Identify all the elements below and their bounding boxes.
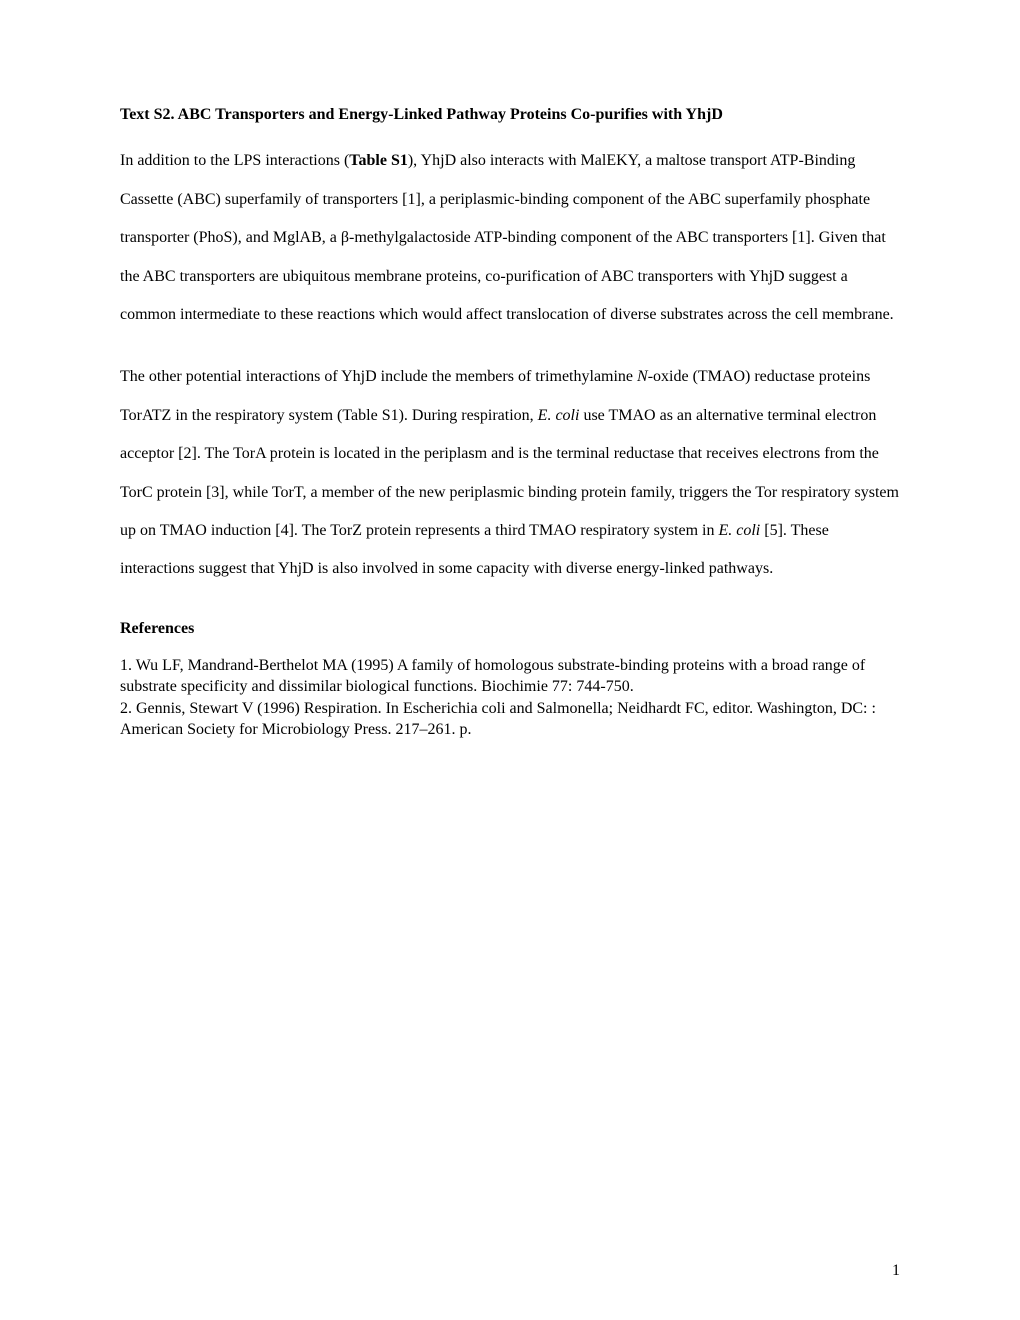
reference-item: 2. Gennis, Stewart V (1996) Respiration.… (120, 698, 900, 741)
page: Text S2. ABC Transporters and Energy-Lin… (0, 0, 1020, 1320)
p2-seg3: use TMAO as an alternative terminal elec… (120, 407, 899, 539)
references-list: 1. Wu LF, Mandrand-Berthelot MA (1995) A… (120, 655, 900, 741)
paragraph-1: In addition to the LPS interactions (Tab… (120, 142, 900, 334)
p2-ital3: E. coli (718, 522, 760, 539)
title-text-last: YhjD (686, 106, 723, 123)
title-text-prefix: Text S2. ABC Transporters and Energy-Lin… (120, 106, 686, 123)
paragraph-2: The other potential interactions of YhjD… (120, 358, 900, 588)
p1-seg1: In addition to the LPS interactions ( (120, 152, 349, 169)
page-number: 1 (892, 1262, 900, 1280)
p1-seg2: ), YhjD also interacts with MalEKY, a ma… (120, 152, 894, 323)
p2-ital2: E. coli (538, 407, 580, 424)
p2-seg1: The other potential interactions of YhjD… (120, 368, 637, 385)
supplementary-title: Text S2. ABC Transporters and Energy-Lin… (120, 96, 900, 134)
references-heading: References (120, 613, 900, 645)
p1-table-ref: Table S1 (349, 152, 408, 169)
reference-item: 1. Wu LF, Mandrand-Berthelot MA (1995) A… (120, 655, 900, 698)
p2-ital1: N (637, 368, 648, 385)
